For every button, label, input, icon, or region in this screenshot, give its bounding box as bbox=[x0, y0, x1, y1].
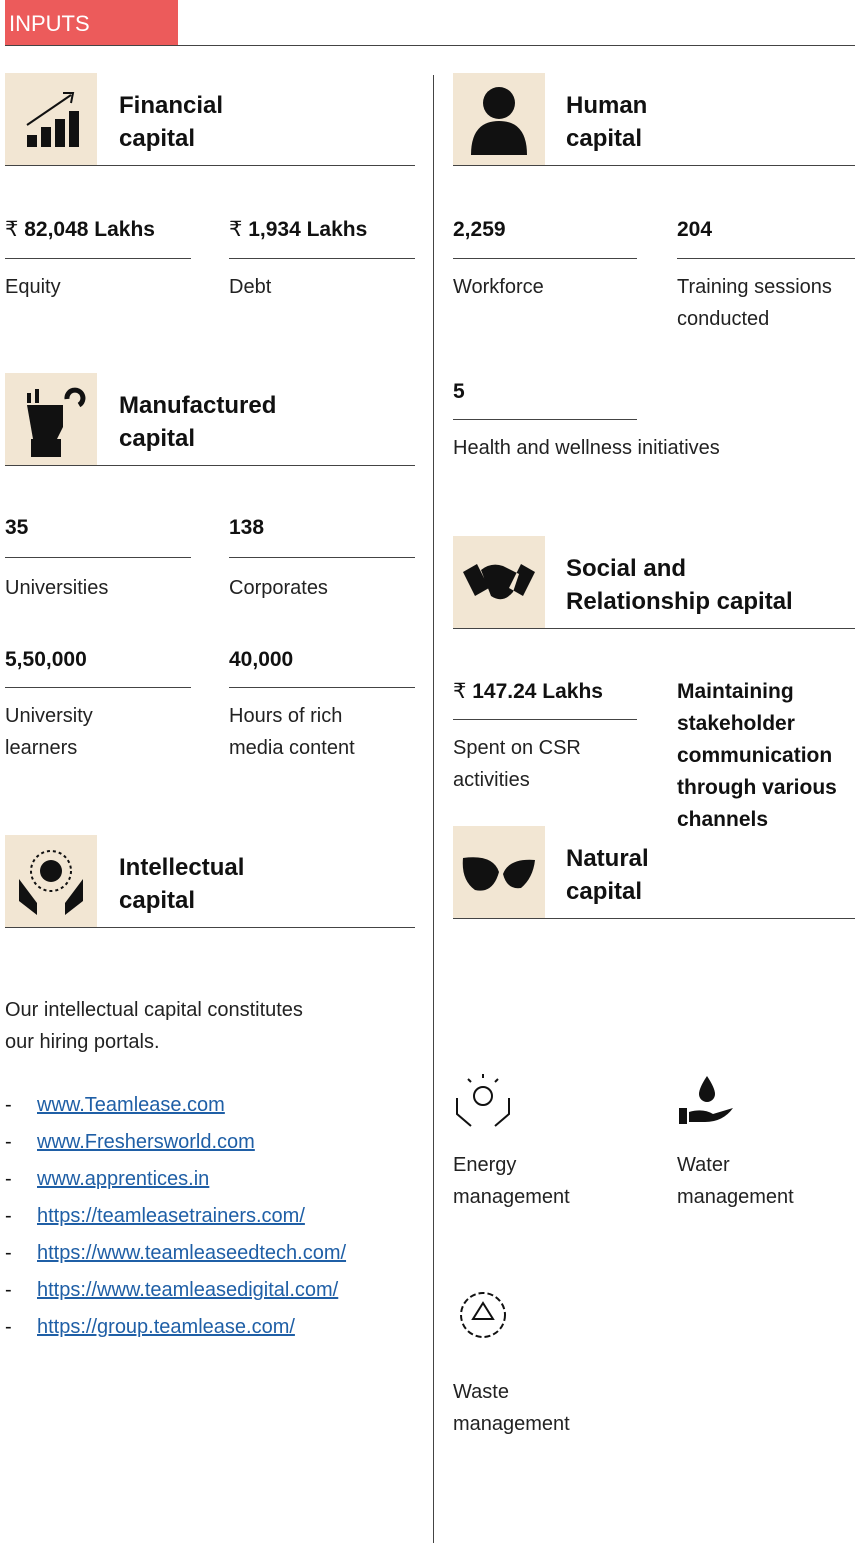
value: 147.24 Lakhs bbox=[472, 680, 603, 703]
link[interactable]: https://teamleasetrainers.com/ bbox=[37, 1205, 305, 1227]
metric-value: 5,50,000 bbox=[5, 648, 87, 671]
metric-rule bbox=[453, 419, 637, 420]
metric-value: 204 bbox=[677, 218, 713, 241]
section-rule bbox=[453, 918, 855, 919]
icon bbox=[471, 87, 527, 155]
section-tag: INPUTS bbox=[5, 0, 178, 45]
list-dash: - bbox=[5, 1205, 12, 1227]
currency: ₹ bbox=[229, 218, 243, 241]
list-dash: - bbox=[5, 1279, 12, 1301]
section-rule bbox=[453, 165, 855, 166]
energy-icon bbox=[456, 1074, 510, 1127]
section-title: Intellectual capital bbox=[119, 854, 245, 914]
highlight-note: Maintaining stakeholder communication th… bbox=[677, 680, 837, 831]
section-title: Natural capital bbox=[566, 845, 649, 905]
metric-rule bbox=[5, 557, 191, 558]
list-dash: - bbox=[5, 1168, 12, 1190]
metric-value: ₹ 147.24 Lakhs bbox=[453, 676, 603, 708]
metric-label: Universities bbox=[5, 577, 109, 599]
metric-value: 5 bbox=[453, 380, 465, 403]
currency: ₹ bbox=[5, 218, 19, 241]
icon-box bbox=[453, 73, 545, 165]
column-divider bbox=[433, 75, 434, 1543]
link[interactable]: https://www.teamleaseedtech.com/ bbox=[37, 1242, 347, 1264]
icon bbox=[19, 850, 83, 915]
metric-rule bbox=[229, 687, 415, 688]
icon bbox=[27, 387, 86, 457]
metric-value: ₹ 82,048 Lakhs bbox=[5, 214, 155, 246]
currency: ₹ bbox=[453, 680, 467, 703]
metric-value: 35 bbox=[5, 516, 29, 539]
metric-rule bbox=[229, 557, 415, 558]
link[interactable]: www.Teamlease.com bbox=[37, 1094, 225, 1116]
item-label: Water management bbox=[677, 1154, 794, 1208]
metric-rule bbox=[453, 719, 637, 720]
item-label: Energy management bbox=[453, 1154, 570, 1208]
water-icon bbox=[679, 1076, 733, 1124]
section-rule bbox=[5, 465, 415, 466]
metric-rule bbox=[5, 258, 191, 259]
icon-box bbox=[5, 373, 97, 465]
section-title: Financial capital bbox=[119, 92, 224, 152]
metric-value: 40,000 bbox=[229, 648, 294, 671]
metric-rule bbox=[453, 258, 637, 259]
metric-label: Equity bbox=[5, 276, 61, 298]
metric-label: Spent on CSR activities bbox=[453, 737, 581, 791]
metric-value: 138 bbox=[229, 516, 265, 539]
item-label: Waste management bbox=[453, 1381, 570, 1435]
icon-box bbox=[5, 73, 97, 165]
link[interactable]: www.Freshersworld.com bbox=[37, 1131, 255, 1153]
metric-label: Debt bbox=[229, 276, 272, 298]
link[interactable]: www.apprentices.in bbox=[37, 1168, 210, 1190]
icon-box bbox=[453, 826, 545, 918]
metric-label: Training sessions conducted bbox=[677, 276, 832, 330]
list-dash: - bbox=[5, 1094, 12, 1116]
list-dash: - bbox=[5, 1131, 12, 1153]
section-title: Manufactured capital bbox=[119, 392, 277, 452]
link[interactable]: https://www.teamleasedigital.com/ bbox=[37, 1279, 339, 1301]
metric-value: 2,259 bbox=[453, 218, 506, 241]
header-rule bbox=[5, 45, 855, 46]
section-rule bbox=[5, 927, 415, 928]
metric-rule bbox=[5, 687, 191, 688]
metric-rule bbox=[677, 258, 855, 259]
section-rule bbox=[5, 165, 415, 166]
metric-value: ₹ 1,934 Lakhs bbox=[229, 214, 367, 246]
section-title: Social and Relationship capital bbox=[566, 555, 793, 615]
icon bbox=[462, 857, 535, 891]
section-rule bbox=[453, 628, 855, 629]
icon bbox=[26, 92, 79, 147]
value: 1,934 Lakhs bbox=[248, 218, 368, 241]
section-title: Human capital bbox=[566, 92, 648, 152]
icon-box bbox=[5, 835, 97, 927]
icon-box bbox=[453, 536, 545, 628]
metric-rule bbox=[229, 258, 415, 259]
metric-label: University learners bbox=[5, 705, 93, 759]
icon bbox=[463, 564, 535, 600]
metric-label: Health and wellness initiatives bbox=[453, 437, 720, 459]
waste-icon bbox=[460, 1292, 506, 1338]
paragraph: Our intellectual capital constitutes our… bbox=[5, 999, 303, 1053]
value: 82,048 Lakhs bbox=[24, 218, 155, 241]
metric-label: Corporates bbox=[229, 577, 328, 599]
metric-label: Workforce bbox=[453, 276, 544, 298]
list-dash: - bbox=[5, 1242, 12, 1264]
list-dash: - bbox=[5, 1316, 12, 1338]
metric-label: Hours of rich media content bbox=[229, 705, 355, 759]
link[interactable]: https://group.teamlease.com/ bbox=[37, 1316, 295, 1338]
